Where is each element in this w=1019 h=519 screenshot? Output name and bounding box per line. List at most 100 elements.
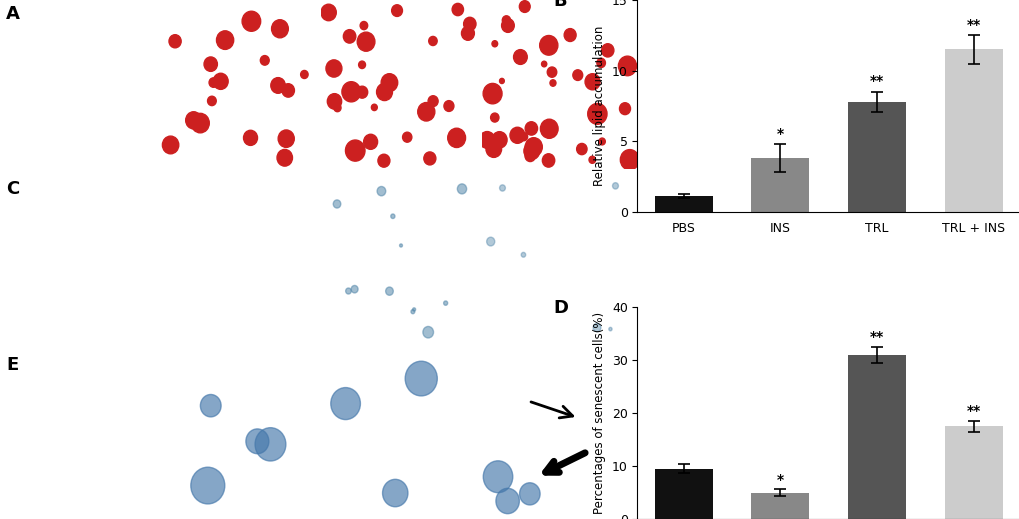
Circle shape: [271, 78, 285, 93]
Circle shape: [360, 21, 367, 30]
Text: **: **: [966, 404, 980, 418]
Circle shape: [501, 16, 511, 25]
Circle shape: [185, 112, 202, 129]
Circle shape: [191, 113, 209, 133]
Circle shape: [377, 186, 385, 196]
Circle shape: [573, 70, 582, 80]
Circle shape: [343, 30, 356, 43]
Circle shape: [499, 78, 503, 84]
Circle shape: [333, 200, 340, 208]
Circle shape: [364, 134, 377, 149]
Circle shape: [204, 57, 217, 72]
Circle shape: [491, 132, 506, 148]
Circle shape: [443, 301, 447, 305]
Circle shape: [525, 138, 542, 156]
Circle shape: [443, 101, 453, 112]
Circle shape: [519, 1, 530, 12]
Circle shape: [619, 103, 630, 115]
Circle shape: [162, 136, 178, 154]
Text: B: B: [552, 0, 567, 9]
Circle shape: [412, 308, 415, 311]
Circle shape: [216, 31, 233, 49]
Circle shape: [501, 19, 514, 32]
Text: C: C: [6, 180, 19, 198]
Bar: [654, 469, 712, 519]
Text: A: A: [6, 5, 20, 23]
Bar: [944, 49, 1002, 212]
Circle shape: [451, 4, 463, 16]
Circle shape: [483, 84, 501, 104]
Circle shape: [242, 11, 261, 31]
Circle shape: [382, 480, 408, 507]
Circle shape: [351, 285, 358, 293]
Circle shape: [491, 40, 497, 47]
Circle shape: [539, 35, 557, 55]
Circle shape: [255, 428, 285, 461]
Circle shape: [345, 140, 365, 161]
Circle shape: [333, 104, 340, 112]
Circle shape: [601, 44, 613, 57]
Circle shape: [519, 483, 540, 505]
Circle shape: [381, 74, 397, 91]
Circle shape: [542, 154, 554, 167]
Circle shape: [244, 130, 257, 145]
Circle shape: [277, 149, 292, 166]
Circle shape: [278, 130, 294, 147]
Circle shape: [608, 327, 611, 331]
Bar: [654, 196, 712, 212]
Circle shape: [461, 26, 474, 40]
Circle shape: [521, 252, 525, 257]
Y-axis label: Percentages of senescent cells(%): Percentages of senescent cells(%): [593, 312, 605, 514]
Circle shape: [403, 132, 412, 142]
Circle shape: [260, 56, 269, 65]
Circle shape: [326, 60, 341, 77]
Bar: [751, 158, 809, 212]
Circle shape: [447, 128, 465, 147]
Bar: [847, 355, 905, 519]
Circle shape: [593, 323, 600, 332]
Circle shape: [213, 73, 228, 89]
Circle shape: [321, 4, 336, 21]
Bar: [944, 426, 1002, 519]
Text: **: **: [869, 74, 883, 88]
Circle shape: [485, 141, 501, 157]
Circle shape: [281, 84, 294, 97]
Circle shape: [525, 122, 537, 135]
Circle shape: [486, 237, 494, 246]
Circle shape: [200, 394, 221, 417]
Bar: [751, 493, 809, 519]
Circle shape: [598, 138, 604, 145]
Bar: [847, 102, 905, 212]
Circle shape: [341, 81, 361, 102]
Circle shape: [411, 310, 415, 313]
Circle shape: [585, 74, 599, 90]
Circle shape: [385, 287, 393, 295]
Circle shape: [596, 58, 605, 67]
Circle shape: [483, 461, 513, 493]
Circle shape: [618, 56, 636, 76]
Circle shape: [612, 183, 618, 189]
Circle shape: [399, 244, 403, 247]
Circle shape: [428, 36, 437, 46]
Circle shape: [350, 92, 356, 99]
Circle shape: [464, 17, 476, 31]
Circle shape: [490, 113, 498, 122]
Y-axis label: Relative lipid accumulation: Relative lipid accumulation: [593, 26, 605, 186]
Circle shape: [513, 50, 527, 64]
Circle shape: [271, 20, 288, 38]
Circle shape: [209, 78, 218, 87]
Text: *: *: [776, 127, 784, 141]
Circle shape: [424, 152, 435, 165]
Circle shape: [428, 95, 438, 106]
Circle shape: [524, 142, 539, 159]
Circle shape: [345, 288, 351, 294]
Circle shape: [588, 156, 595, 163]
Circle shape: [371, 104, 377, 111]
Circle shape: [357, 32, 375, 51]
Circle shape: [510, 127, 525, 143]
Circle shape: [301, 71, 308, 78]
Circle shape: [330, 388, 360, 419]
Circle shape: [457, 184, 466, 194]
Text: *: *: [776, 473, 784, 487]
Circle shape: [405, 361, 437, 396]
